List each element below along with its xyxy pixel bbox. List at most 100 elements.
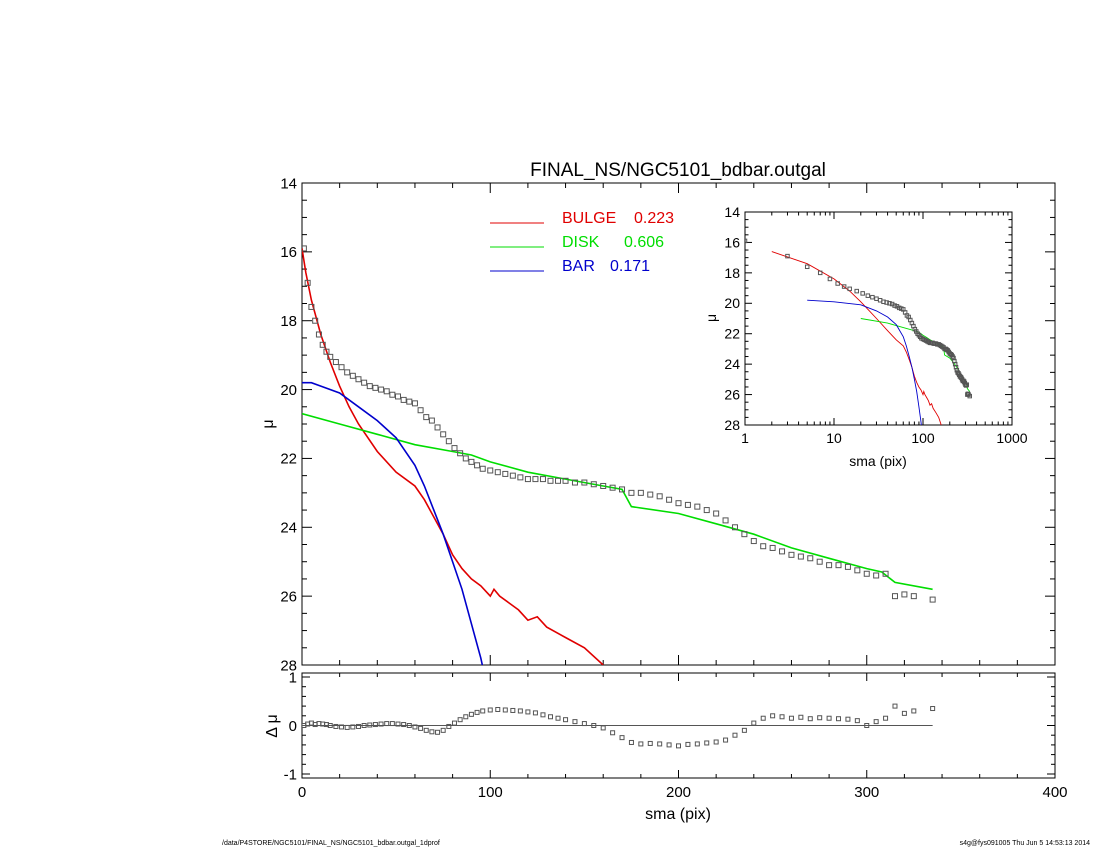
residual-point [525,709,531,715]
data-point [539,476,546,483]
inset-frame [744,211,1013,426]
residual-xtick-label: 0 [298,784,306,801]
residual-point [451,720,457,726]
data-point [656,493,663,500]
residual-point [572,719,578,725]
inset-ytick-label: 14 [724,204,740,220]
residual-ytick-label: -1 [284,766,297,783]
residual-point [406,723,412,728]
data-point [487,467,494,474]
inset-xtick-label: 1 [741,430,749,446]
inset-ytick-label: 22 [724,326,740,342]
main-ytick-label: 24 [280,520,297,537]
data-point [332,359,339,366]
inset-data-point [745,238,748,244]
residual-point [685,741,691,747]
residual-point [327,723,333,728]
data-point [532,476,539,483]
inset-ytick-label: 16 [724,234,740,250]
residual-point [517,708,523,714]
residual-point [826,715,832,721]
residual-point [480,708,486,714]
residual-point [741,727,747,733]
residual-point [581,721,587,727]
residual-point [911,708,917,714]
data-point [327,353,334,360]
residual-point [389,721,395,727]
residual-point [732,732,738,738]
main-ytick-label: 18 [280,313,297,330]
residual-point [788,715,794,721]
data-point [323,348,330,355]
residual-point [563,717,569,723]
residual-point [540,712,546,718]
data-point [434,424,441,431]
data-point [835,562,842,569]
data-point [395,393,402,400]
data-point [479,465,486,472]
data-point [312,317,319,324]
residual-point [760,715,766,721]
inset-ytick-label: 24 [724,356,740,372]
data-point [361,379,368,386]
data-point [797,553,804,560]
data-point [406,398,413,405]
data-point [769,544,776,551]
legend-bulge-value: 0.223 [634,210,674,227]
main-frame [301,182,1056,666]
data-point [378,386,385,393]
data-point [647,491,654,498]
residual-point [798,714,804,720]
series-bar-line [302,381,484,665]
data-point [722,517,729,524]
inset-data-point [964,382,969,387]
inset-plot: 1 10 100 1000 14 16 18 20 22 24 26 28 sma (pix) μ [703,204,1028,469]
inset-data-point [887,301,892,306]
residual-point [446,723,452,729]
data-point [882,570,889,577]
residual-point [474,709,480,715]
inset-ytick-label: 26 [724,386,740,402]
residual-point [836,716,842,722]
series-disk-line [302,412,933,591]
data-point [411,400,418,407]
data-point [910,593,917,600]
inset-data-point [804,264,810,270]
inset-ytick-label: 20 [724,295,740,311]
data-point [524,476,531,483]
data-point [929,596,936,603]
data-point [628,489,635,496]
residual-point [555,715,561,721]
legend-bar-label: BAR [562,258,595,275]
legend-disk-label: DISK [562,234,600,251]
data-point [901,591,908,598]
data-point [383,388,390,395]
data-point [731,524,738,531]
data-point [319,341,326,348]
inset-data-point [963,383,969,388]
residual-point [339,724,345,730]
residual-point [854,718,860,724]
data-point [349,372,356,379]
residual-point [713,739,719,745]
inset-data-point [860,291,865,296]
data-point [457,450,464,457]
residual-point [930,706,936,712]
main-ytick-label: 28 [280,657,297,674]
residual-point [367,722,373,728]
residual-point [892,703,898,709]
residual-point [401,722,407,728]
data-point [760,543,767,550]
data-point [474,462,481,469]
residual-point [864,723,870,728]
data-point [445,438,452,445]
residual-xtick-label: 300 [854,784,879,801]
data-point [779,548,786,555]
data-point [502,470,509,477]
residual-xlabel: sma (pix) [645,806,711,823]
data-point [344,369,351,376]
residual-point [502,707,508,713]
residual-xtick-label: 400 [1042,784,1067,801]
inset-data-point [884,300,889,305]
